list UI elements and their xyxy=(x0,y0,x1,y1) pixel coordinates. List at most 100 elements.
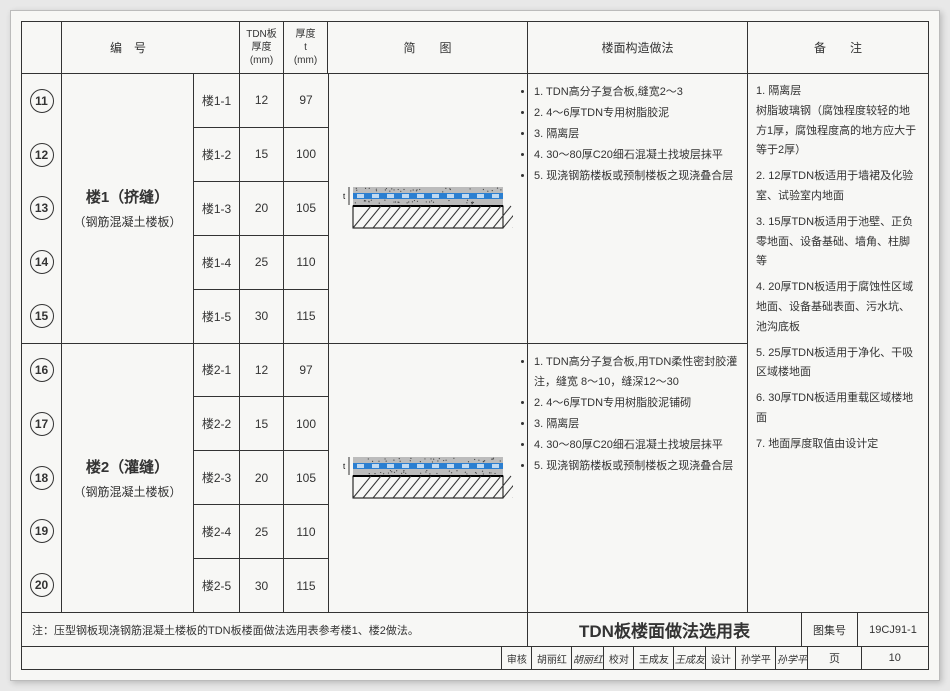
thk: 115 xyxy=(284,559,328,612)
hdr-tdn-label: TDN板 厚度 (mm) xyxy=(246,28,277,67)
sub: 楼1-2 xyxy=(194,128,240,181)
table-header: 编 号 TDN板 厚度 (mm) 厚度 t (mm) 简 图 楼面构造做法 备 … xyxy=(22,22,928,74)
sub: 楼2-2 xyxy=(194,397,240,450)
thk: 100 xyxy=(284,397,328,450)
hdr-diagram: 简 图 xyxy=(328,22,528,73)
thk: 115 xyxy=(284,290,328,343)
thk: 110 xyxy=(284,236,328,289)
method-entry: 1. TDN高分子复合板,用TDN柔性密封胶灌注，缝宽 8～10，缝深12～30… xyxy=(528,344,747,613)
row-id: 19 xyxy=(30,519,54,543)
hdr-diagram-label: 简 图 xyxy=(403,39,451,56)
remarks-column: 1. 隔离层 树脂玻璃钢（腐蚀程度较轻的地方1厚，腐蚀程度高的地方应大于等于2厚… xyxy=(748,74,928,612)
diagram-cell: t xyxy=(328,344,528,613)
method-item: 1. TDN高分子复合板,缝宽2～3 xyxy=(534,82,741,103)
thk: 97 xyxy=(284,344,328,397)
section-diagram-icon: t xyxy=(343,183,513,233)
method-item: 2. 4～6厚TDN专用树脂胶泥 xyxy=(534,103,741,124)
tdn: 30 xyxy=(240,559,284,612)
svg-text:t: t xyxy=(343,192,346,201)
row-id: 20 xyxy=(30,573,54,597)
sub: 楼2-4 xyxy=(194,505,240,558)
remark-item: 3. 15厚TDN板适用于池壁、正负零地面、设备基础、墙角、柱脚等 xyxy=(756,213,920,272)
category-title: 楼1（挤缝） xyxy=(86,186,169,207)
row-id: 18 xyxy=(30,466,54,490)
sub: 楼2-1 xyxy=(194,344,240,397)
set-number: 19CJ91-1 xyxy=(858,613,928,646)
sub: 楼1-5 xyxy=(194,290,240,343)
method-item: 2. 4～6厚TDN专用树脂胶泥铺砌 xyxy=(534,393,741,414)
tdn: 15 xyxy=(240,397,284,450)
tdn: 20 xyxy=(240,182,284,235)
category-subtitle: （钢筋混凝土楼板） xyxy=(73,213,181,230)
signatures: 审核胡丽红胡丽红校对王成友王成友设计孙学平孙学平 xyxy=(502,647,808,669)
main-table: 编 号 TDN板 厚度 (mm) 厚度 t (mm) 简 图 楼面构造做法 备 … xyxy=(22,22,928,613)
hdr-thk-label: 厚度 t (mm) xyxy=(294,28,317,67)
thk: 110 xyxy=(284,505,328,558)
approval-sig: 王成友 xyxy=(674,647,706,669)
hdr-tdn: TDN板 厚度 (mm) xyxy=(240,22,284,73)
approval-lab: 审核 xyxy=(502,647,532,669)
approval-lab: 校对 xyxy=(604,647,634,669)
hdr-thk: 厚度 t (mm) xyxy=(284,22,328,73)
category-subtitle: （钢筋混凝土楼板） xyxy=(73,483,181,500)
section-diagram-icon: t xyxy=(343,453,513,503)
method-item: 3. 隔离层 xyxy=(534,414,741,435)
remark-item: 7. 地面厚度取值由设计定 xyxy=(756,435,920,455)
tdn: 20 xyxy=(240,451,284,504)
tdn: 12 xyxy=(240,344,284,397)
category: 楼1（挤缝） （钢筋混凝土楼板） xyxy=(62,74,194,343)
approval-name: 孙学平 xyxy=(736,647,776,669)
approval-name: 胡丽红 xyxy=(532,647,572,669)
tdn: 25 xyxy=(240,505,284,558)
thk: 105 xyxy=(284,182,328,235)
row-id: 16 xyxy=(30,358,54,382)
row-id: 11 xyxy=(30,89,54,113)
sub: 楼2-5 xyxy=(194,559,240,612)
data-rows: 楼2-11297 楼2-215100 楼2-320105 楼2-425110 楼… xyxy=(194,344,328,613)
hdr-code-label: 编 号 xyxy=(110,39,146,56)
approval-sig: 胡丽红 xyxy=(572,647,604,669)
table-body: 11 12 13 14 15 楼1（挤缝） （钢筋混凝土楼板） 楼1-11297… xyxy=(22,74,928,612)
row-id: 13 xyxy=(30,196,54,220)
sub: 楼1-4 xyxy=(194,236,240,289)
method-entry: 1. TDN高分子复合板,缝宽2～32. 4～6厚TDN专用树脂胶泥3. 隔离层… xyxy=(528,74,747,344)
row-id: 17 xyxy=(30,412,54,436)
sub: 楼2-3 xyxy=(194,451,240,504)
tdn: 12 xyxy=(240,74,284,127)
page-label: 页 xyxy=(808,647,861,669)
remark-item: 2. 12厚TDN板适用于墙裙及化验室、试验室内地面 xyxy=(756,167,920,207)
group-2: 16 17 18 19 20 楼2（灌缝） （钢筋混凝土楼板） 楼2-11297… xyxy=(22,344,528,613)
remark-item: 6. 30厚TDN板适用重载区域楼地面 xyxy=(756,389,920,429)
set-label: 图集号 xyxy=(802,613,858,646)
category: 楼2（灌缝） （钢筋混凝土楼板） xyxy=(62,344,194,613)
diagram-cell: t xyxy=(328,74,528,343)
remark-item: 1. 隔离层 树脂玻璃钢（腐蚀程度较轻的地方1厚，腐蚀程度高的地方应大于等于2厚… xyxy=(756,82,920,161)
sub: 楼1-1 xyxy=(194,74,240,127)
hdr-method: 楼面构造做法 xyxy=(528,22,748,73)
approval-lab: 设计 xyxy=(706,647,736,669)
tdn: 25 xyxy=(240,236,284,289)
data-rows: 楼1-11297 楼1-215100 楼1-320105 楼1-425110 楼… xyxy=(194,74,328,343)
sub: 楼1-3 xyxy=(194,182,240,235)
ids-col: 11 12 13 14 15 xyxy=(22,74,62,343)
row-id: 14 xyxy=(30,250,54,274)
ids-col: 16 17 18 19 20 xyxy=(22,344,62,613)
svg-text:t: t xyxy=(343,462,346,471)
hdr-sub xyxy=(194,22,240,73)
thk: 97 xyxy=(284,74,328,127)
tdn: 15 xyxy=(240,128,284,181)
method-item: 5. 现浇钢筋楼板或预制楼板之现浇叠合层 xyxy=(534,456,741,477)
approval-sig: 孙学平 xyxy=(776,647,808,669)
hdr-cat: 编 号 xyxy=(62,22,194,73)
method-item: 4. 30～80厚C20细石混凝土找坡层抹平 xyxy=(534,145,741,166)
footer-row-1: 注：压型钢板现浇钢筋混凝土楼板的TDN板楼面做法选用表参考楼1、楼2做法。 TD… xyxy=(22,613,928,647)
thk: 105 xyxy=(284,451,328,504)
approval-name: 王成友 xyxy=(634,647,674,669)
method-column: 1. TDN高分子复合板,缝宽2～32. 4～6厚TDN专用树脂胶泥3. 隔离层… xyxy=(528,74,748,612)
category-title: 楼2（灌缝） xyxy=(86,456,169,477)
hdr-remark: 备 注 xyxy=(748,22,928,73)
title-block: 注：压型钢板现浇钢筋混凝土楼板的TDN板楼面做法选用表参考楼1、楼2做法。 TD… xyxy=(22,613,928,669)
method-item: 5. 现浇钢筋楼板或预制楼板之现浇叠合层 xyxy=(534,166,741,187)
method-item: 3. 隔离层 xyxy=(534,124,741,145)
drawing-frame: 编 号 TDN板 厚度 (mm) 厚度 t (mm) 简 图 楼面构造做法 备 … xyxy=(21,21,929,670)
